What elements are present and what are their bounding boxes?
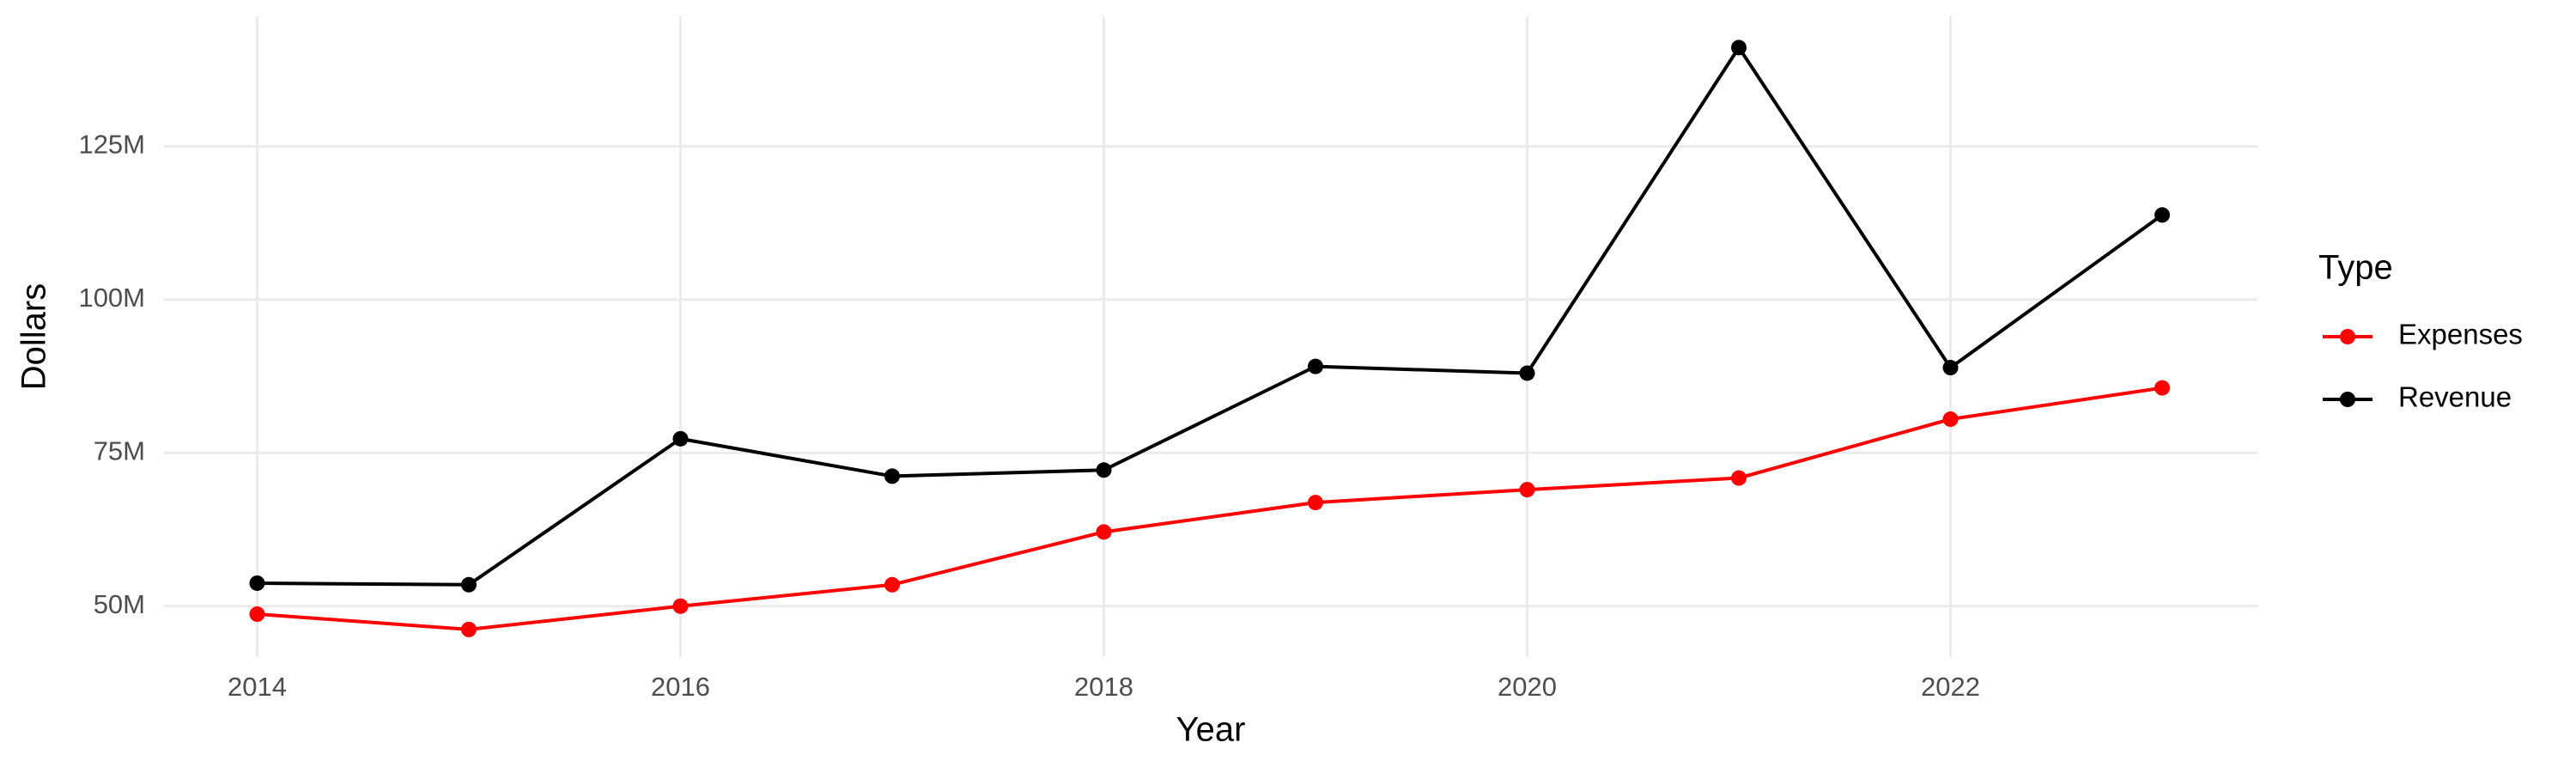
x-tick-label: 2020 <box>1498 672 1557 702</box>
x-tick-label: 2016 <box>651 672 710 702</box>
data-point <box>1308 358 1324 374</box>
data-point <box>2154 207 2171 223</box>
y-tick-label: 50M <box>94 589 145 619</box>
x-tick-label: 2014 <box>228 672 287 702</box>
legend-point <box>2340 392 2355 407</box>
data-point <box>249 575 265 591</box>
data-point <box>672 598 689 614</box>
data-point <box>1731 470 1747 486</box>
data-point <box>1096 524 1112 540</box>
y-axis-title: Dollars <box>15 283 53 390</box>
x-tick-label: 2018 <box>1074 672 1133 702</box>
data-point <box>2154 380 2171 396</box>
y-tick-label: 100M <box>78 283 145 313</box>
data-point <box>1096 462 1112 478</box>
data-point <box>249 606 265 623</box>
data-point <box>1308 495 1324 511</box>
x-tick-label: 2022 <box>1921 672 1980 702</box>
x-axis-title: Year <box>1176 711 1246 749</box>
y-tick-label: 125M <box>78 130 145 160</box>
series-line <box>257 386 2163 631</box>
legend-title: Type <box>2318 249 2393 287</box>
data-point <box>884 576 900 593</box>
data-point <box>1519 365 1535 381</box>
data-point <box>884 468 900 484</box>
data-point <box>1519 482 1535 498</box>
data-point <box>460 621 477 637</box>
legend-point <box>2340 329 2355 344</box>
series-line <box>257 44 2164 587</box>
data-point <box>460 576 477 593</box>
y-tick-label: 75M <box>94 435 145 466</box>
data-point <box>1942 360 1959 376</box>
data-point <box>1731 40 1747 56</box>
data-point <box>672 430 689 447</box>
legend-label: Revenue <box>2398 381 2512 413</box>
legend-label: Expenses <box>2398 319 2523 350</box>
data-point <box>1942 411 1959 428</box>
